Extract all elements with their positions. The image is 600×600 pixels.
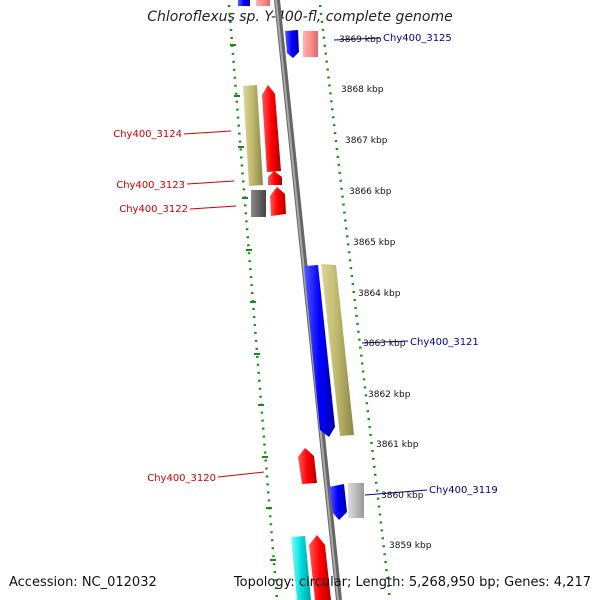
gene-blue-top <box>238 0 250 6</box>
gene-label-chy400-3121[interactable]: Chy400_3121 <box>410 337 479 348</box>
left-border-ticks <box>230 44 276 561</box>
gene-red-3124 <box>262 85 281 172</box>
accession-label: Accession: NC_012032 <box>9 575 157 590</box>
gene-label-chy400-3125[interactable]: Chy400_3125 <box>383 33 452 44</box>
scale-tick-label: 3868 kbp <box>341 85 384 95</box>
genome-summary: Topology: circular; Length: 5,268,950 bp… <box>233 575 591 590</box>
gene-label-chy400-3123[interactable]: Chy400_3123 <box>116 180 185 191</box>
gene-blue-3125 <box>285 30 299 58</box>
gene-label-chy400-3122[interactable]: Chy400_3122 <box>119 204 188 215</box>
gene-labels: Chy400_3125 Chy400_3124 Chy400_3123 Chy4… <box>113 33 498 496</box>
gene-red-3120 <box>298 448 317 484</box>
gene-khaki-3124 <box>243 85 263 186</box>
scale-tick-label: 3861 kbp <box>376 440 419 450</box>
map-title: Chloroflexus sp. Y-400-fl, complete geno… <box>147 9 453 25</box>
gene-label-chy400-3120[interactable]: Chy400_3120 <box>147 473 216 484</box>
label-leaders <box>183 37 428 496</box>
gene-red-bottom <box>309 535 331 600</box>
scale-tick-label: 3864 kbp <box>358 289 401 299</box>
gene-red-3122 <box>270 187 286 216</box>
gene-blue-3121 <box>304 265 335 437</box>
gene-red-top <box>256 0 270 6</box>
gene-khaki-3121 <box>321 264 354 436</box>
scale-tick-label: 3862 kbp <box>368 390 411 400</box>
gene-label-chy400-3119[interactable]: Chy400_3119 <box>429 485 498 496</box>
gene-cyan-bottom <box>291 536 311 600</box>
scale-tick-label: 3863 kbp <box>363 339 406 349</box>
gene-features <box>238 0 364 600</box>
scale-tick-label: 3867 kbp <box>345 136 388 146</box>
scale-tick-label: 3869 kbp <box>339 35 382 45</box>
scale-tick-label: 3860 kbp <box>381 491 424 501</box>
gene-red-3123 <box>268 171 282 185</box>
gene-grey-3122 <box>251 190 266 217</box>
gene-lightgrey-3119 <box>348 483 364 518</box>
backbone-highlight <box>275 0 339 600</box>
left-track-border <box>227 4 279 600</box>
scale-tick-label: 3859 kbp <box>389 541 432 551</box>
gene-blue-3119 <box>329 484 347 520</box>
gene-pink-3125 <box>303 31 318 57</box>
gene-label-chy400-3124[interactable]: Chy400_3124 <box>113 129 182 140</box>
scale-tick-labels: 3869 kbp 3868 kbp 3867 kbp 3866 kbp 3865… <box>339 35 432 551</box>
scale-tick-label: 3866 kbp <box>349 187 392 197</box>
scale-tick-label: 3865 kbp <box>353 238 396 248</box>
